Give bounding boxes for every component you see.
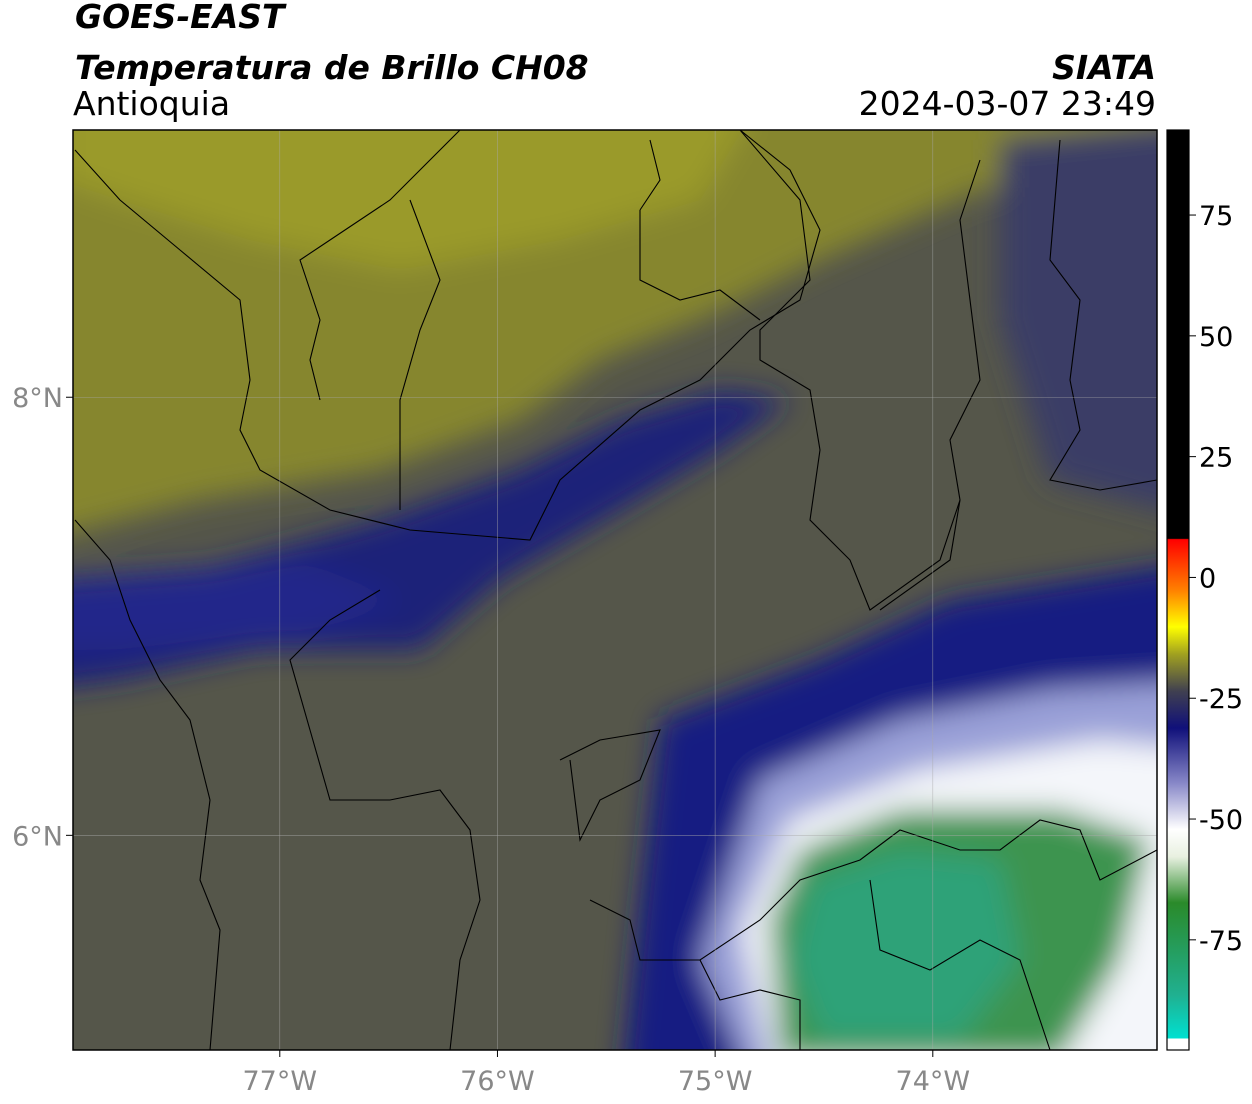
borders <box>74 130 1157 1050</box>
x-tick-label: 76°W <box>460 1066 535 1097</box>
colorbar-tick-label: -25 <box>1199 684 1243 715</box>
map-frame <box>72 129 1158 1051</box>
subtitle: Temperatura de Brillo CH08 <box>75 48 589 87</box>
colorbar <box>1166 129 1190 1051</box>
y-tick-label: 8°N <box>12 383 63 414</box>
colorbar-tick-label: 0 <box>1199 563 1216 594</box>
graticule <box>73 130 1157 1050</box>
x-tick-label: 75°W <box>678 1066 753 1097</box>
y-tick-label: 6°N <box>12 821 63 852</box>
colorbar-tick-label: 25 <box>1199 443 1233 474</box>
region: Antioquia <box>73 84 230 123</box>
title: GOES-EAST <box>75 0 287 36</box>
colorbar-tick-label: 50 <box>1199 322 1233 353</box>
x-tick-label: 74°W <box>896 1066 971 1097</box>
x-tick-label: 77°W <box>243 1066 318 1097</box>
timestamp: 2024-03-07 23:49 <box>859 84 1156 123</box>
agency: SIATA <box>1052 48 1156 87</box>
colorbar-tick-label: 75 <box>1199 201 1233 232</box>
satellite-image <box>73 130 1157 1050</box>
colorbar-tick-label: -50 <box>1199 805 1243 836</box>
colorbar-tick-label: -75 <box>1199 926 1243 957</box>
